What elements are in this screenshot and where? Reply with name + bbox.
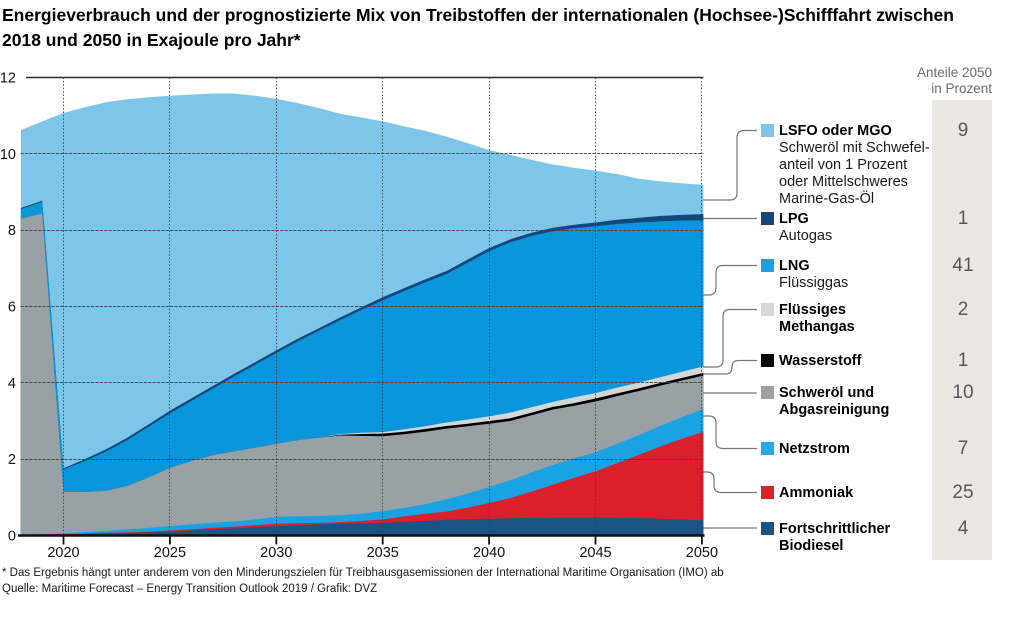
svg-text:4: 4 — [8, 376, 16, 392]
svg-text:2050: 2050 — [686, 545, 718, 561]
svg-text:2045: 2045 — [579, 545, 611, 561]
svg-text:2040: 2040 — [473, 545, 505, 561]
svg-text:0: 0 — [8, 529, 16, 545]
svg-text:12: 12 — [0, 71, 16, 87]
svg-text:10: 10 — [0, 147, 16, 163]
svg-text:2020: 2020 — [47, 545, 79, 561]
svg-text:2035: 2035 — [367, 545, 399, 561]
svg-text:8: 8 — [8, 223, 16, 239]
svg-text:6: 6 — [8, 300, 16, 316]
svg-text:2: 2 — [8, 452, 16, 468]
svg-text:2030: 2030 — [260, 545, 292, 561]
svg-text:2025: 2025 — [154, 545, 186, 561]
